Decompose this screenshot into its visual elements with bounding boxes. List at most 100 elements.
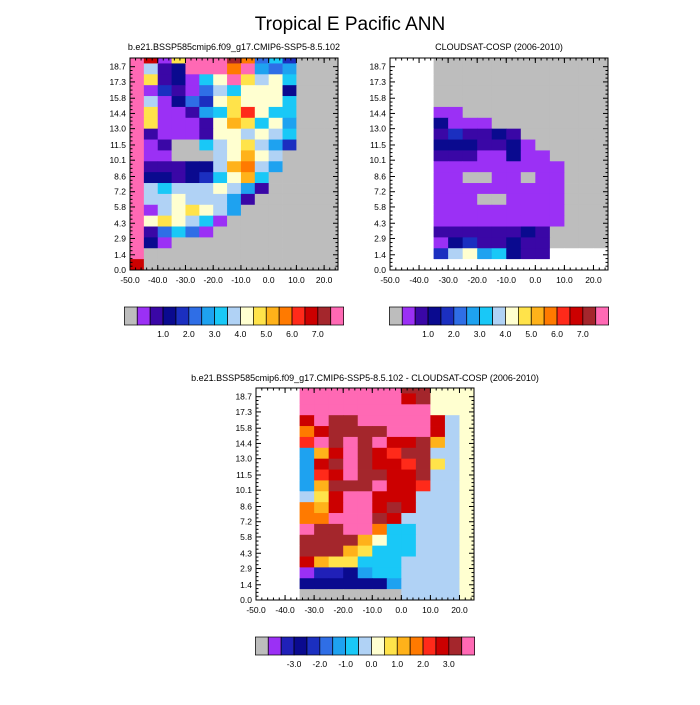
heatmap-cell [143, 139, 159, 151]
heatmap-cell [401, 534, 417, 547]
heatmap-cell [372, 404, 388, 416]
heatmap-cell [343, 567, 359, 579]
heatmap-cell [459, 436, 475, 449]
heatmap-cell [578, 183, 594, 195]
x-tick-label: -50.0 [120, 275, 140, 285]
model-panel: b.e21.BSSP585cmip6.f09_g17.CMIP6-SSP5-8.… [109, 42, 344, 339]
heatmap-cell [593, 74, 609, 86]
heatmap-cell [419, 106, 434, 119]
heatmap-cell [157, 183, 172, 195]
colorbar-label: 5.0 [525, 329, 537, 339]
heatmap-cell [268, 237, 283, 249]
heatmap-cell [430, 534, 446, 547]
heatmap-cell [430, 447, 446, 460]
heatmap-cell [386, 469, 402, 481]
heatmap-cell [343, 491, 359, 503]
heatmap-cell [254, 106, 270, 119]
colorbar-box [389, 306, 403, 326]
heatmap-cell [593, 226, 609, 238]
heatmap-cell [324, 193, 339, 206]
heatmap-cell [240, 193, 256, 206]
heatmap-cell [171, 117, 186, 130]
heatmap-cell [268, 63, 283, 75]
heatmap-cell [314, 415, 330, 427]
heatmap-cell [254, 204, 270, 217]
heatmap-cell [357, 436, 373, 449]
heatmap-cell [593, 248, 609, 260]
heatmap-cell [324, 161, 339, 173]
x-tick-label: -20.0 [468, 275, 488, 285]
heatmap-cell [462, 63, 478, 75]
heatmap-cell [314, 491, 330, 503]
heatmap-cell [296, 204, 311, 217]
heatmap-cell [433, 74, 449, 86]
colorbar-box [291, 306, 306, 326]
heatmap-cell [506, 139, 522, 151]
heatmap-cell [535, 237, 551, 249]
heatmap-cell [444, 469, 460, 481]
heatmap-cell [477, 128, 493, 140]
heatmap-cell [578, 161, 594, 173]
heatmap-cell [491, 128, 507, 140]
heatmap-cell [268, 58, 283, 64]
heatmap-cell [310, 215, 325, 227]
heatmap-cell [213, 96, 228, 108]
heatmap-cell [462, 150, 478, 162]
heatmap-cell [520, 139, 536, 151]
heatmap-cell [130, 58, 145, 64]
heatmap-cell [593, 259, 609, 271]
heatmap-cell [593, 215, 609, 227]
heatmap-cell [506, 161, 522, 173]
heatmap-cell [390, 74, 405, 86]
colorbar-box [201, 306, 215, 326]
heatmap-cell [285, 458, 300, 470]
heatmap-cell [285, 578, 300, 590]
heatmap-cell [444, 502, 460, 514]
heatmap-cell [433, 204, 449, 217]
heatmap-cell [419, 237, 434, 249]
heatmap-cell [199, 259, 214, 271]
heatmap-cell [390, 204, 405, 217]
heatmap-cell [285, 436, 300, 449]
heatmap-cell [314, 469, 330, 481]
colorbar-box [492, 306, 506, 326]
x-tick-label: -30.0 [176, 275, 196, 285]
heatmap-cell [491, 193, 507, 206]
heatmap-cell [324, 248, 339, 260]
heatmap-cell [549, 106, 565, 119]
colorbar-label: 3.0 [209, 329, 221, 339]
heatmap-cell [415, 534, 431, 547]
heatmap-cell [270, 502, 286, 514]
heatmap-cell [314, 447, 330, 460]
y-tick-label: 17.3 [369, 77, 386, 87]
heatmap-cell [549, 259, 565, 271]
heatmap-cell [268, 139, 283, 151]
heatmap-cell [477, 204, 493, 217]
y-tick-label: 4.3 [114, 218, 126, 228]
heatmap-cell [324, 204, 339, 217]
heatmap-cell [477, 74, 493, 86]
x-tick-label: -40.0 [275, 605, 295, 615]
heatmap-cell [185, 161, 200, 173]
heatmap-cell [433, 193, 449, 206]
heatmap-cell [433, 172, 449, 184]
x-tick-label: 20.0 [451, 605, 468, 615]
heatmap-cell [171, 96, 186, 108]
heatmap-cell [143, 183, 159, 195]
heatmap-cell [520, 237, 536, 249]
heatmap-cell [462, 215, 478, 227]
heatmap-cell [430, 469, 446, 481]
heatmap-cell [578, 150, 594, 162]
heatmap-cell [314, 426, 330, 438]
heatmap-cell [299, 578, 315, 590]
heatmap-cell [444, 415, 460, 427]
heatmap-cell [157, 58, 172, 64]
heatmap-cell [270, 589, 286, 601]
heatmap-cell [285, 502, 300, 514]
heatmap-cell [404, 117, 420, 130]
y-tick-label: 11.5 [110, 140, 126, 150]
x-tick-label: 20.0 [585, 275, 602, 285]
heatmap-cell [199, 215, 214, 227]
heatmap-cell [520, 106, 536, 119]
heatmap-cell [520, 117, 536, 130]
